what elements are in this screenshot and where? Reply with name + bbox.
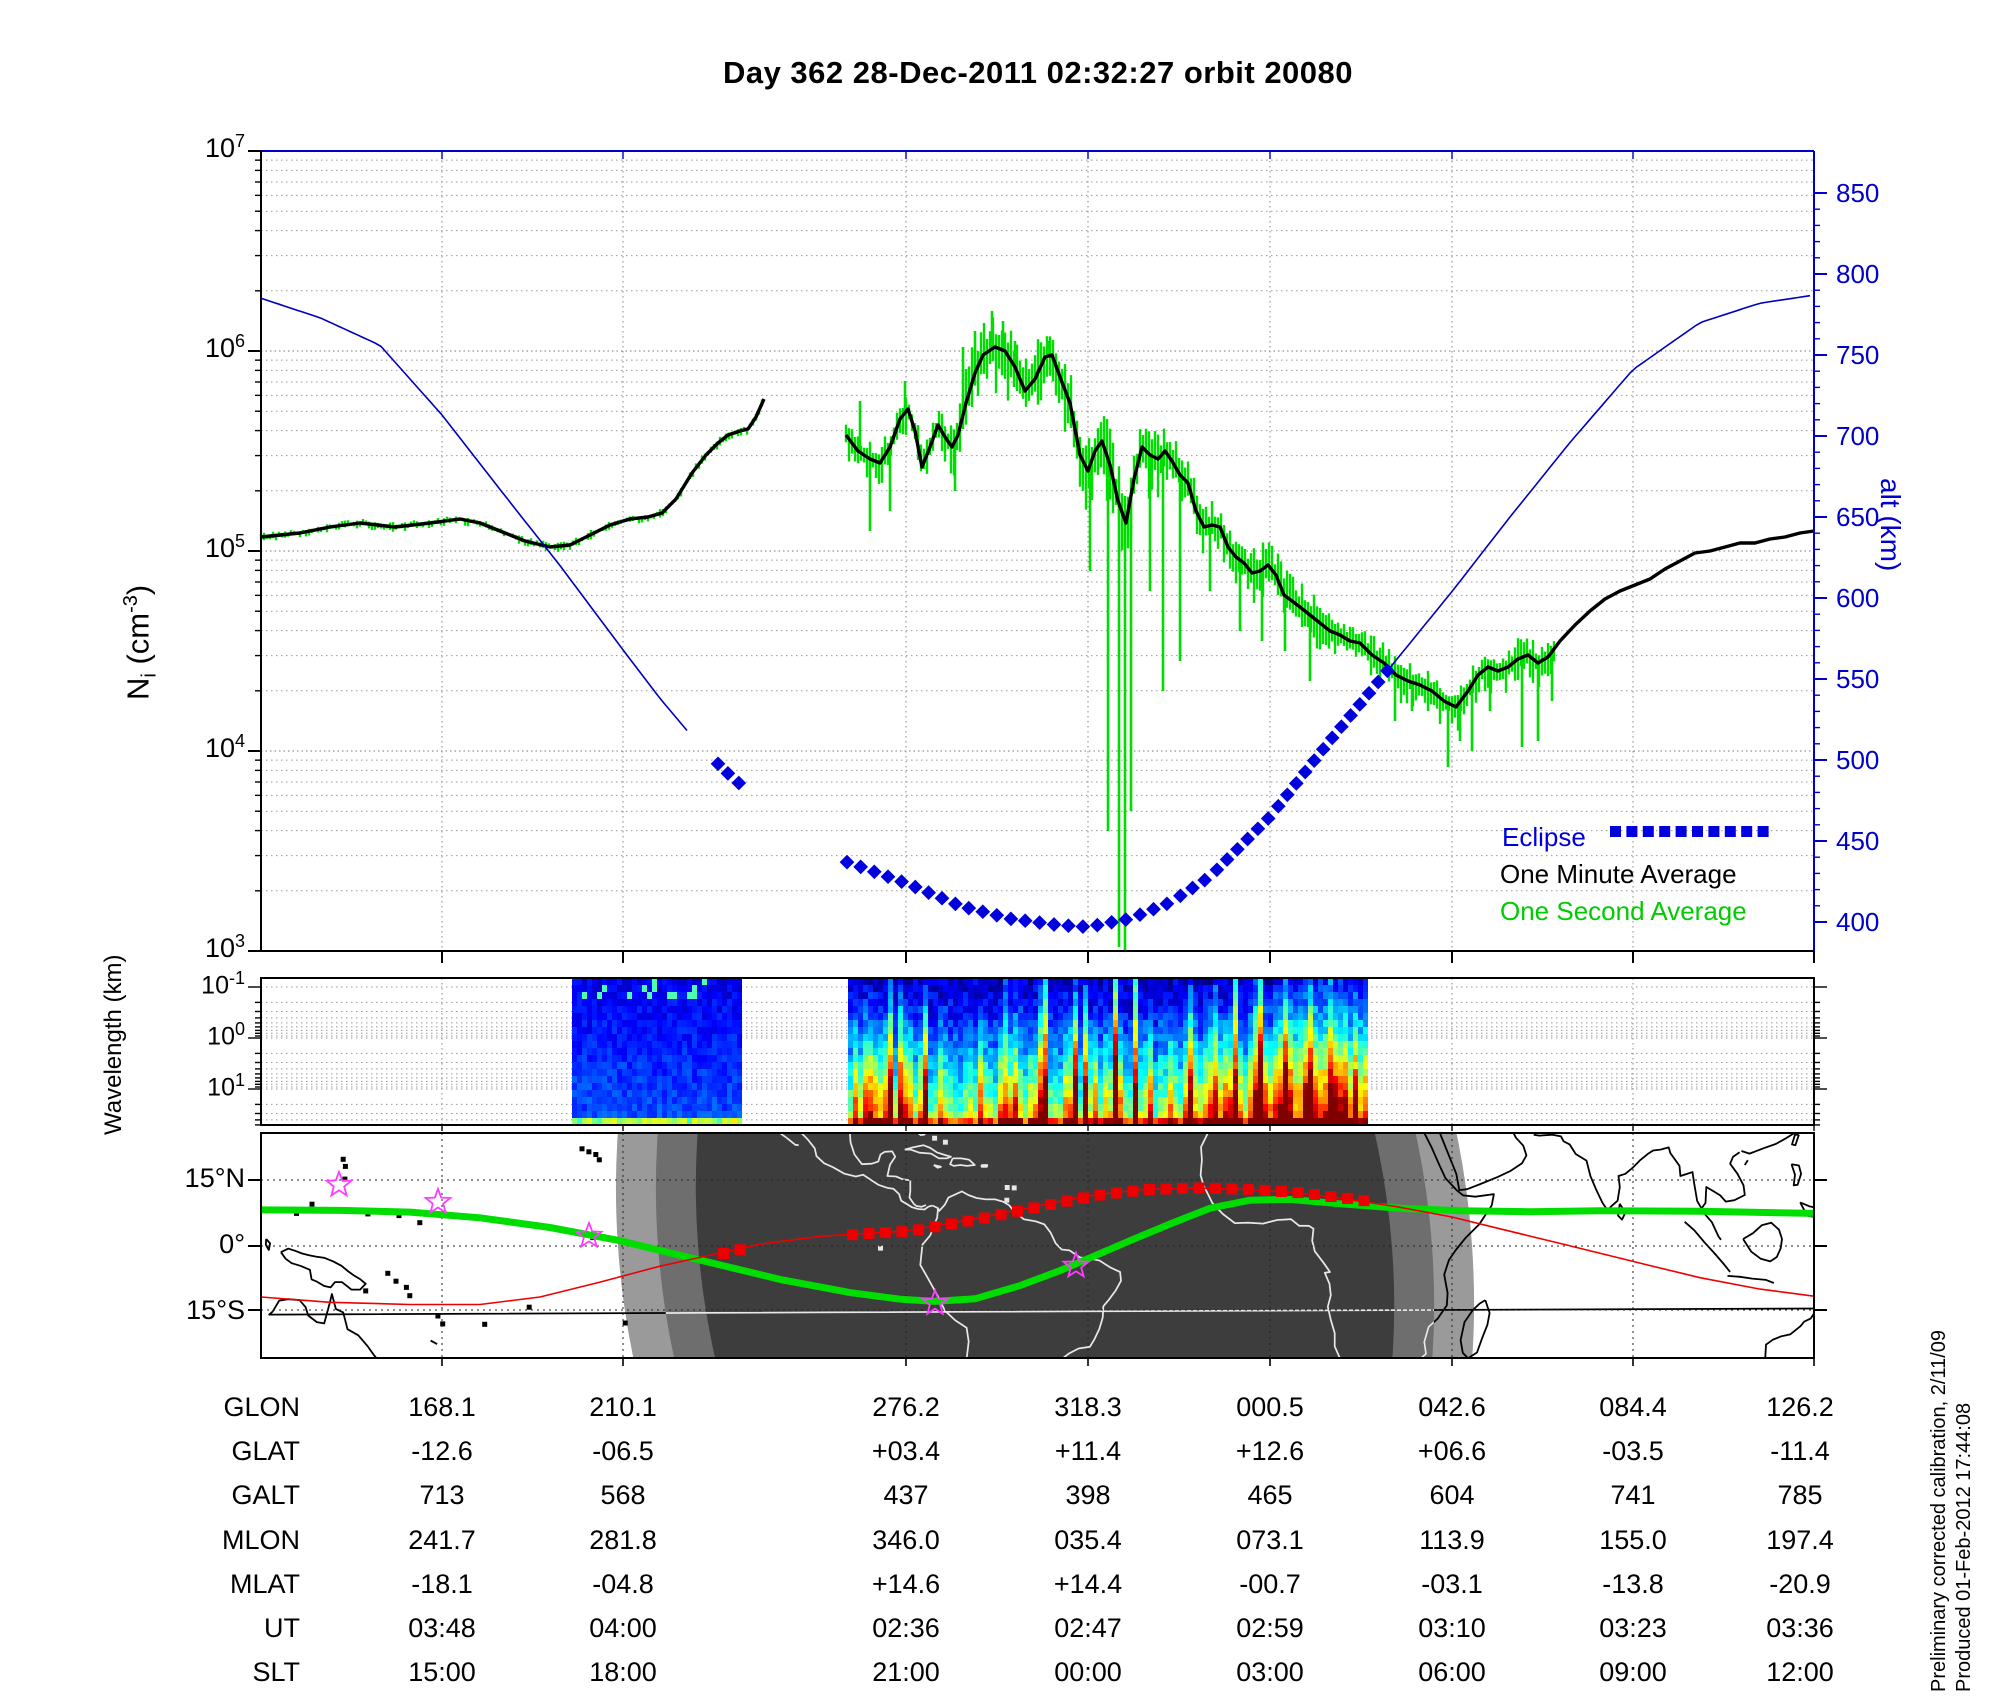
table-cell: 09:00 (1599, 1657, 1667, 1688)
table-cell: +11.4 (1054, 1436, 1122, 1467)
wavelength-tick-label: 101 (207, 1070, 245, 1102)
table-cell: -12.6 (411, 1436, 473, 1467)
table-cell: 02:36 (872, 1613, 940, 1643)
table-cell: +12.6 (1235, 1436, 1305, 1467)
table-cell: 03:23 (1599, 1613, 1667, 1643)
table-row-label-slt: SLT (252, 1657, 300, 1688)
table-cell: -13.8 (1602, 1568, 1664, 1599)
altitude-tick-label: 700 (1836, 421, 1880, 451)
density-tick-label: 105 (204, 531, 245, 563)
table-row-label-glon: GLON (223, 1392, 300, 1422)
table-cell: 00:00 (1054, 1657, 1122, 1688)
altitude-tick-label: 650 (1836, 502, 1880, 532)
table-cell: 437 (883, 1480, 929, 1511)
legend-eclipse-label: Eclipse (1502, 822, 1586, 852)
altitude-tick-label: 800 (1836, 259, 1880, 289)
table-cell: 318.3 (1054, 1392, 1122, 1422)
table-cell: 03:48 (408, 1613, 476, 1643)
altitude-tick-label: 600 (1836, 583, 1880, 613)
table-cell: 12:00 (1766, 1657, 1834, 1688)
table-row-label-glat: GLAT (231, 1436, 300, 1467)
altitude-tick-label: 400 (1836, 907, 1880, 937)
table-cell: -20.9 (1769, 1568, 1831, 1599)
table-row-label-mlon: MLON (221, 1524, 300, 1555)
produced-note: Produced 01-Feb-2012 17:44:08 (1953, 1402, 1975, 1692)
table-cell: -00.7 (1239, 1568, 1301, 1599)
table-cell: 21:00 (872, 1657, 940, 1688)
map-lat-label: 15°S (186, 1295, 245, 1325)
figure-title: Day 362 28-Dec-2011 02:32:27 orbit 20080 (722, 55, 1354, 90)
table-cell: 03:36 (1766, 1613, 1834, 1643)
table-cell: 168.1 (408, 1392, 476, 1422)
table-cell: 084.4 (1599, 1392, 1667, 1422)
density-tick-label: 103 (204, 931, 245, 963)
table-cell: 276.2 (872, 1392, 940, 1422)
density-axis-label: Ni (cm-3) (120, 584, 161, 700)
table-cell: 398 (1065, 1480, 1111, 1511)
wavelength-axis-label: Wavelength (km) (100, 954, 127, 1136)
table-cell: 073.1 (1236, 1524, 1304, 1555)
table-row-label-mlat: MLAT (229, 1568, 300, 1599)
legend-one-second-label: One Second Average (1500, 896, 1747, 926)
table-cell: 000.5 (1236, 1392, 1304, 1422)
table-cell: -04.8 (592, 1568, 654, 1599)
table-cell: 042.6 (1418, 1392, 1486, 1422)
table-cell: +14.4 (1053, 1568, 1123, 1599)
table-cell: 02:59 (1236, 1613, 1304, 1643)
map-lat-label: 0° (219, 1229, 245, 1259)
table-cell: +14.6 (871, 1568, 941, 1599)
table-cell: -03.5 (1602, 1436, 1664, 1467)
table-row-label-galt: GALT (231, 1480, 300, 1511)
table-cell: 06:00 (1418, 1657, 1486, 1688)
table-cell: 126.2 (1766, 1392, 1834, 1422)
table-cell: 785 (1777, 1480, 1823, 1511)
altitude-tick-label: 750 (1836, 340, 1880, 370)
altitude-tick-label: 500 (1836, 745, 1880, 775)
density-tick-label: 104 (204, 731, 245, 763)
table-cell: -06.5 (592, 1436, 654, 1467)
density-tick-label: 107 (204, 131, 245, 163)
map-lat-label: 15°N (184, 1163, 245, 1193)
table-cell: 241.7 (408, 1524, 476, 1555)
altitude-tick-label: 550 (1836, 664, 1880, 694)
table-cell: 18:00 (589, 1657, 657, 1688)
table-cell: 197.4 (1766, 1524, 1834, 1555)
altitude-tick-label: 450 (1836, 826, 1880, 856)
table-cell: 03:00 (1236, 1657, 1304, 1688)
table-cell: -18.1 (411, 1568, 473, 1599)
table-cell: 113.9 (1419, 1524, 1485, 1555)
wavelength-tick-label: 10-1 (201, 968, 245, 1000)
table-cell: +03.4 (871, 1436, 941, 1467)
table-cell: 346.0 (872, 1524, 940, 1555)
table-cell: 02:47 (1054, 1613, 1122, 1643)
legend-one-minute-label: One Minute Average (1500, 859, 1737, 889)
table-cell: 604 (1429, 1480, 1475, 1511)
density-tick-label: 106 (204, 331, 245, 363)
table-cell: -11.4 (1770, 1436, 1830, 1467)
table-cell: 281.8 (589, 1524, 657, 1555)
altitude-tick-label: 850 (1836, 178, 1880, 208)
table-cell: 04:00 (589, 1613, 657, 1643)
table-cell: 465 (1247, 1480, 1293, 1511)
wavelength-tick-label: 100 (207, 1019, 245, 1051)
table-cell: 03:10 (1418, 1613, 1486, 1643)
table-cell: 713 (419, 1480, 465, 1511)
table-cell: 155.0 (1599, 1524, 1667, 1555)
table-cell: 210.1 (589, 1392, 657, 1422)
table-cell: 035.4 (1054, 1524, 1122, 1555)
table-cell: +06.6 (1417, 1436, 1487, 1467)
calibration-note: Preliminary corrected calibration, 2/11/… (1928, 1329, 1950, 1692)
table-cell: 568 (600, 1480, 646, 1511)
table-cell: 15:00 (408, 1657, 476, 1688)
table-cell: -03.1 (1421, 1568, 1483, 1599)
table-cell: 741 (1610, 1480, 1656, 1511)
table-row-label-ut: UT (264, 1613, 300, 1643)
